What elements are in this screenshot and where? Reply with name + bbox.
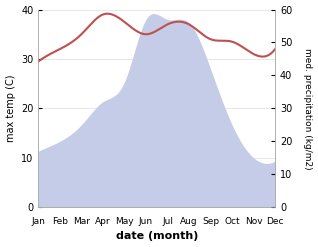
Y-axis label: max temp (C): max temp (C) <box>5 75 16 142</box>
Y-axis label: med. precipitation (kg/m2): med. precipitation (kg/m2) <box>303 48 313 169</box>
X-axis label: date (month): date (month) <box>115 231 198 242</box>
